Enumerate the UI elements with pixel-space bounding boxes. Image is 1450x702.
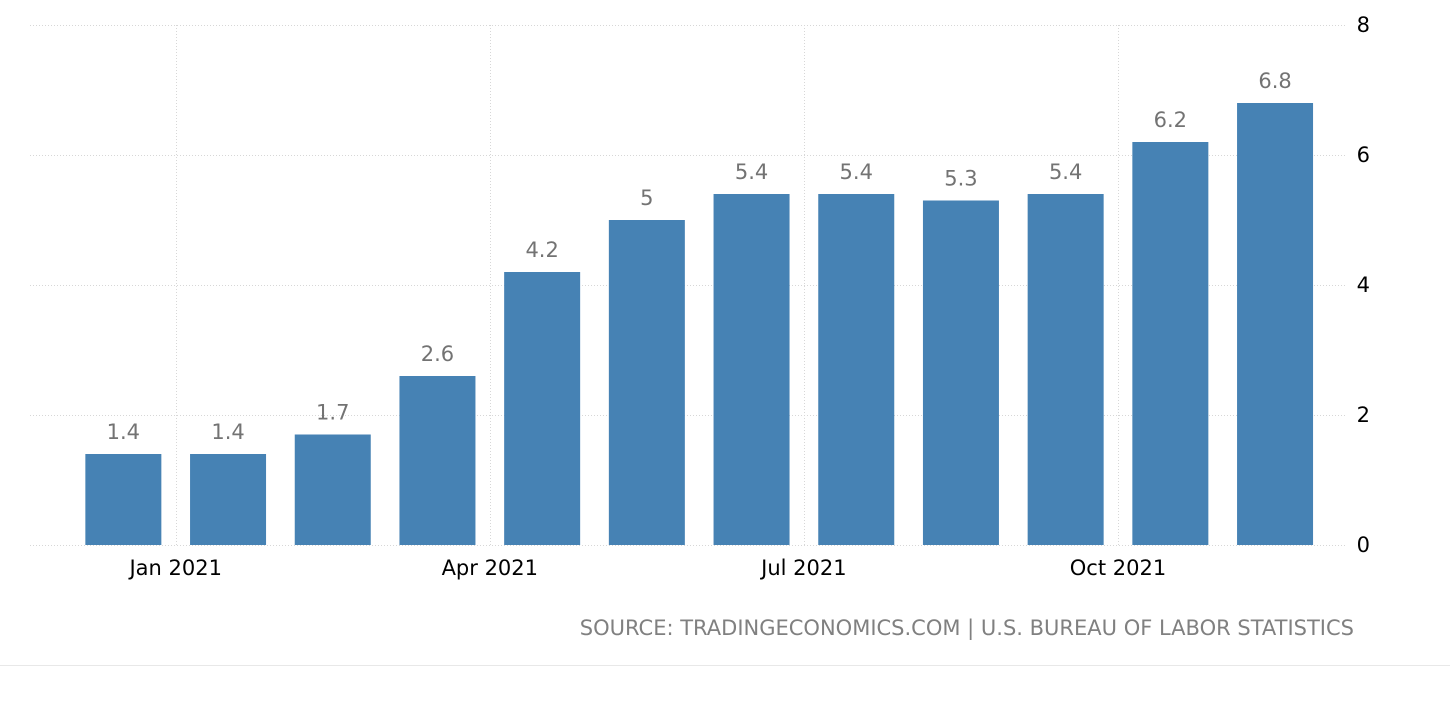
- x-axis: Jan 2021 Apr 2021 Jul 2021 Oct 2021: [127, 556, 1166, 580]
- data-label: 6.8: [1258, 69, 1291, 93]
- data-label: 5.4: [735, 160, 768, 184]
- y-axis: 0 2 4 6 8: [1357, 13, 1370, 557]
- bar-chart: 1.4 1.4 1.7 2.6 4.2 5 5.4 5.4 5.3 5.4 6.2 6.8 Jan 2…: [30, 13, 1370, 580]
- y-tick-label: 2: [1357, 403, 1370, 427]
- data-label: 1.4: [211, 420, 244, 444]
- bar: [85, 454, 162, 545]
- x-tick-label: Jul 2021: [759, 556, 846, 580]
- bar: [190, 454, 267, 545]
- bar: [713, 194, 790, 545]
- y-tick-label: 8: [1357, 13, 1370, 37]
- data-labels: 1.4 1.4 1.7 2.6 4.2 5 5.4 5.4 5.3 5.4 6.2 6.8: [107, 69, 1292, 444]
- bar: [1132, 142, 1209, 545]
- data-label: 2.6: [421, 342, 454, 366]
- bar: [504, 272, 581, 545]
- grid: [30, 25, 1345, 546]
- data-label: 6.2: [1154, 108, 1187, 132]
- data-label: 1.4: [107, 420, 140, 444]
- footer-divider: [0, 665, 1450, 666]
- source-note: SOURCE: TRADINGECONOMICS.COM | U.S. BURE…: [579, 616, 1354, 640]
- bar: [294, 434, 371, 545]
- bar: [399, 376, 476, 545]
- y-tick-label: 4: [1357, 273, 1370, 297]
- y-tick-label: 6: [1357, 143, 1370, 167]
- bar: [608, 220, 685, 545]
- data-label: 4.2: [525, 238, 558, 262]
- y-tick-label: 0: [1357, 533, 1370, 557]
- bar: [1027, 194, 1104, 545]
- bars: [85, 103, 1314, 545]
- data-label: 5.3: [944, 167, 977, 191]
- bar: [1237, 103, 1314, 545]
- data-label: 1.7: [316, 401, 349, 425]
- data-label: 5.4: [840, 160, 873, 184]
- x-tick-label: Jan 2021: [127, 556, 222, 580]
- bar: [818, 194, 895, 545]
- data-label: 5.4: [1049, 160, 1082, 184]
- x-tick-label: Apr 2021: [442, 556, 538, 580]
- data-label: 5: [640, 186, 653, 210]
- x-tick-label: Oct 2021: [1070, 556, 1166, 580]
- bar: [922, 200, 999, 545]
